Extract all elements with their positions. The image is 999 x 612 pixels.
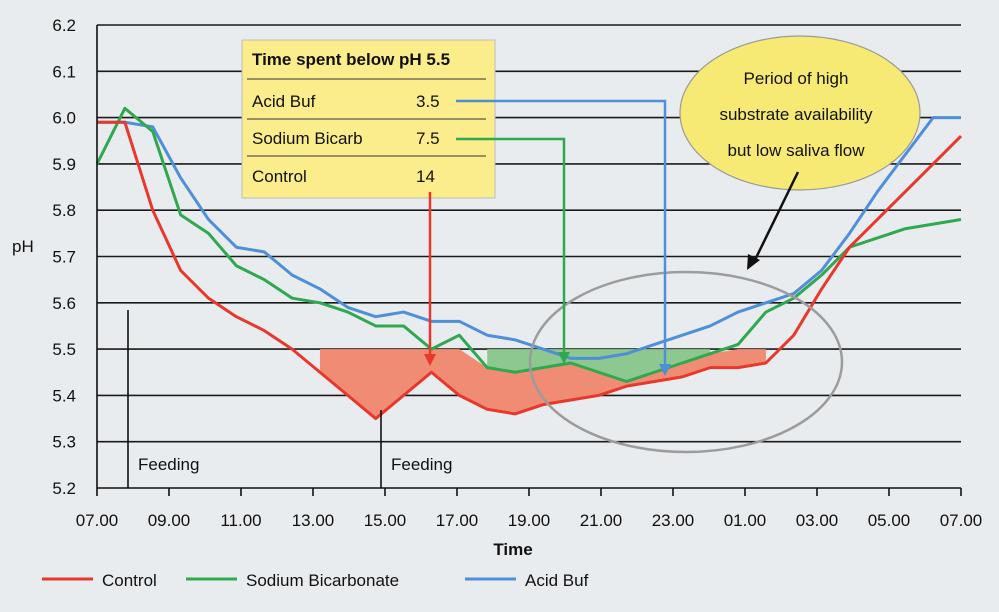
x-axis-label: Time xyxy=(493,540,532,559)
x-tick-label: 21.00 xyxy=(580,511,623,530)
y-tick-label: 5.8 xyxy=(52,201,76,220)
callout-row-value: 3.5 xyxy=(416,92,440,111)
sodium-bicarb-connector-head xyxy=(558,352,570,364)
y-tick-label: 5.6 xyxy=(52,294,76,313)
callout-row-name: Control xyxy=(252,167,307,186)
y-tick-label: 5.7 xyxy=(52,248,76,267)
control-connector-head xyxy=(424,354,436,366)
annotation-pointer-head xyxy=(747,254,760,270)
x-tick-label: 05.00 xyxy=(868,511,911,530)
x-tick-label: 03.00 xyxy=(796,511,839,530)
y-tick-label: 6.0 xyxy=(52,109,76,128)
x-tick-label: 19.00 xyxy=(508,511,551,530)
sodium-bicarb-below-threshold-area xyxy=(487,349,711,382)
legend: Control Sodium Bicarbonate Acid Buf xyxy=(42,571,589,590)
x-tick-label: 23.00 xyxy=(652,511,695,530)
highlight-ellipse xyxy=(528,270,844,454)
annotation-pointer-line xyxy=(751,171,800,265)
series-lines xyxy=(95,106,963,421)
legend-control-label: Control xyxy=(102,571,157,590)
y-tick-label: 5.5 xyxy=(52,340,76,359)
sodium-bicarb-connector xyxy=(456,137,566,354)
feeding-marker-label: Feeding xyxy=(391,455,452,474)
annotation-bubble xyxy=(679,35,921,191)
annotation-line-3: but low saliva flow xyxy=(727,141,865,160)
acid-buf-connector xyxy=(456,99,667,366)
y-tick-label: 6.2 xyxy=(52,16,76,35)
y-tick-label: 5.9 xyxy=(52,155,76,174)
legend-acid-buf-label: Acid Buf xyxy=(525,571,589,590)
legend-sodium-bicarbonate-label: Sodium Bicarbonate xyxy=(246,571,399,590)
y-tick-label: 5.2 xyxy=(52,479,76,498)
x-tick-label: 07.00 xyxy=(76,511,119,530)
x-tick-label: 11.00 xyxy=(220,511,261,530)
x-tick-label: 17.00 xyxy=(436,511,479,530)
x-tick-label: 07.00 xyxy=(940,511,983,530)
callout-row-name: Sodium Bicarb xyxy=(252,129,363,148)
annotation-line-1: Period of high xyxy=(744,69,849,88)
y-tick-label: 5.4 xyxy=(52,386,76,405)
acid-buf-connector-head xyxy=(659,364,671,376)
x-tick-label: 15.00 xyxy=(364,511,407,530)
x-tick-label: 01.00 xyxy=(724,511,767,530)
feeding-markers: Feeding Feeding xyxy=(127,310,452,488)
callout-title: Time spent below pH 5.5 xyxy=(252,50,450,69)
y-tick-label: 5.3 xyxy=(52,433,76,452)
annotation-line-2: substrate availability xyxy=(719,105,873,124)
callout-row-value: 7.5 xyxy=(416,129,440,148)
series-line-acid-buf xyxy=(97,116,961,360)
x-tick-labels: 07.00 09.00 11.00 13.00 15.00 17.00 19.00 21.00… xyxy=(76,488,983,530)
series-line-sodium-bicarbonate xyxy=(95,106,962,384)
series-line-control xyxy=(97,120,963,421)
y-tick-labels: 5.2 5.3 5.4 5.5 5.6 5.7 5.8 5.9 6.0 6.1 6.2 xyxy=(52,16,76,498)
x-tick-label: 09.00 xyxy=(148,511,191,530)
y-tick-label: 6.1 xyxy=(52,62,76,81)
callout-row-value: 14 xyxy=(416,167,435,186)
x-tick-label: 13.00 xyxy=(292,511,335,530)
feeding-marker-label: Feeding xyxy=(138,455,199,474)
callout-row-name: Acid Buf xyxy=(252,92,316,111)
control-below-threshold-area xyxy=(319,349,766,419)
y-axis-label: pH xyxy=(12,237,34,256)
